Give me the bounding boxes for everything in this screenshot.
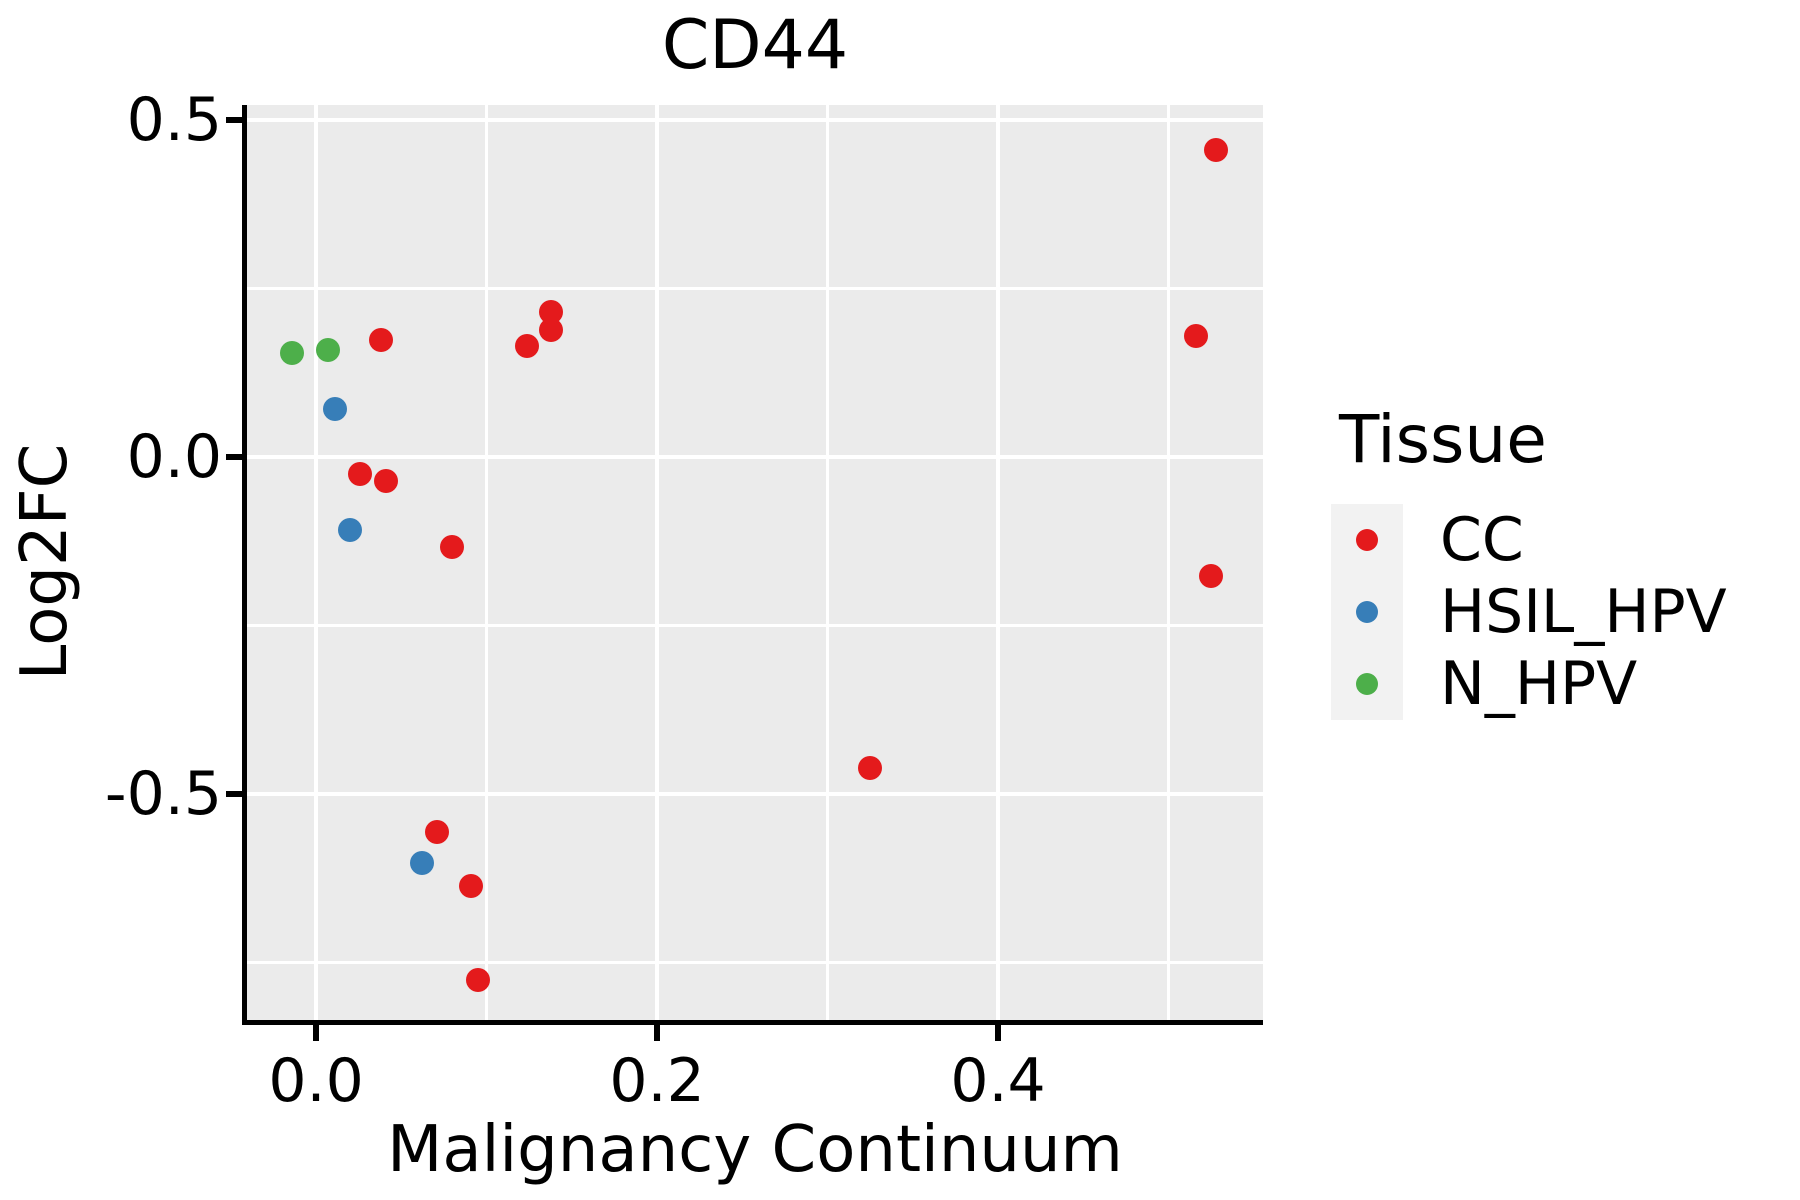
legend-entries: CC HSIL_HPV N_HPV — [1331, 504, 1791, 720]
legend-label: HSIL_HPV — [1440, 577, 1727, 647]
x-minor-gridline — [826, 105, 830, 1020]
y-axis-title: Log2FC — [8, 443, 82, 681]
y-tick-label: 0.5 — [126, 85, 222, 156]
data-point-hsil_hpv — [409, 850, 434, 875]
y-major-gridline — [247, 792, 1263, 796]
x-tick-mark — [313, 1025, 320, 1041]
data-point-cc — [373, 469, 398, 494]
y-tick-mark — [226, 454, 242, 461]
data-point-cc — [1199, 563, 1224, 588]
data-point-cc — [858, 756, 883, 781]
data-point-cc — [348, 461, 373, 486]
data-point-cc — [1204, 137, 1229, 162]
x-tick-label: 0.4 — [950, 1046, 1046, 1116]
x-tick-mark — [995, 1025, 1002, 1041]
data-point-cc — [440, 535, 465, 560]
data-point-cc — [539, 300, 564, 325]
legend: Tissue CC HSIL_HPV N_HPV — [1331, 402, 1791, 720]
n-hpv-dot-icon — [1356, 673, 1378, 695]
legend-label: CC — [1440, 505, 1524, 575]
y-minor-gridline — [247, 287, 1263, 291]
x-major-gridline — [996, 105, 1001, 1020]
y-minor-gridline — [247, 624, 1263, 628]
plot-panel — [242, 105, 1263, 1025]
data-point-cc — [425, 819, 450, 844]
x-major-gridline — [314, 105, 319, 1020]
x-tick-label: 0.2 — [609, 1046, 705, 1116]
y-major-gridline — [247, 455, 1263, 460]
y-tick-mark — [226, 791, 242, 797]
y-tick-label: 0.0 — [126, 422, 222, 493]
data-point-hsil_hpv — [322, 397, 347, 422]
data-point-hsil_hpv — [338, 518, 363, 543]
hsil-hpv-dot-icon — [1356, 601, 1378, 623]
legend-key — [1331, 576, 1403, 648]
x-major-gridline — [655, 105, 660, 1020]
legend-entry-cc: CC — [1331, 504, 1791, 576]
legend-label: N_HPV — [1440, 649, 1638, 719]
y-minor-gridline — [247, 961, 1263, 964]
x-minor-gridline — [1167, 105, 1171, 1020]
legend-entry-hsil-hpv: HSIL_HPV — [1331, 576, 1791, 648]
data-point-cc — [459, 873, 484, 898]
data-point-cc — [515, 334, 540, 359]
legend-title: Tissue — [1339, 401, 1547, 478]
x-tick-label: 0.0 — [268, 1046, 364, 1116]
x-minor-gridline — [485, 105, 489, 1020]
x-axis-title: Malignancy Continuum — [387, 1113, 1123, 1187]
legend-entry-n-hpv: N_HPV — [1331, 648, 1791, 720]
x-tick-mark — [654, 1025, 661, 1041]
data-point-n_hpv — [280, 340, 305, 365]
legend-key — [1331, 504, 1403, 576]
data-point-cc — [466, 968, 491, 993]
legend-key — [1331, 648, 1403, 720]
data-point-cc — [368, 327, 393, 352]
plot-title: CD44 — [661, 6, 849, 85]
y-tick-mark — [226, 117, 242, 124]
y-tick-label: -0.5 — [104, 759, 222, 829]
data-point-cc — [1183, 323, 1208, 348]
y-major-gridline — [247, 118, 1263, 123]
data-point-n_hpv — [315, 337, 340, 362]
cc-dot-icon — [1356, 529, 1378, 551]
